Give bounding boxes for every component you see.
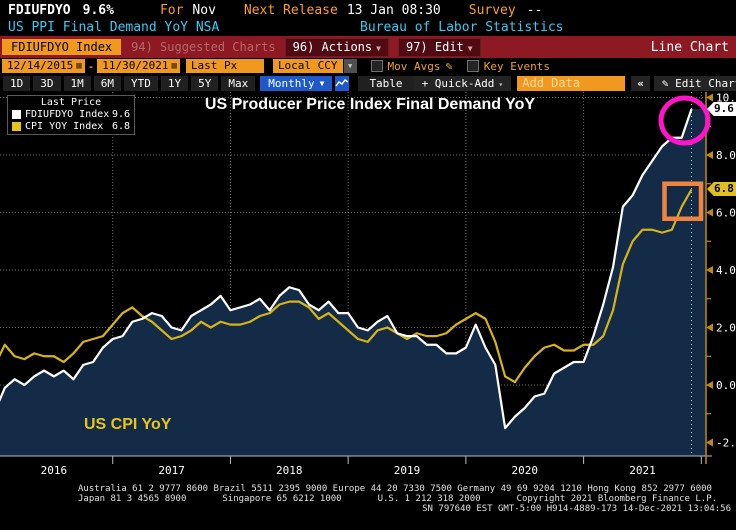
range-buttons: 1D 3D 1M 6M YTD 1Y 5Y Max bbox=[0, 75, 256, 91]
svg-text:2018: 2018 bbox=[276, 464, 303, 477]
suggested-charts-menu[interactable]: 94) Suggested Charts bbox=[131, 40, 276, 54]
price-type-select[interactable]: Last Px bbox=[185, 59, 264, 73]
svg-text:6.0: 6.0 bbox=[716, 207, 736, 220]
range-button-5Y[interactable]: 5Y bbox=[191, 75, 219, 91]
svg-text:2021: 2021 bbox=[629, 464, 656, 477]
date-to-field[interactable]: 11/30/2021 ▦ bbox=[97, 59, 180, 73]
footer-phones-line2: Japan 81 3 4565 8900 Singapore 65 6212 1… bbox=[78, 494, 718, 504]
mov-avgs-checkbox[interactable] bbox=[370, 60, 383, 72]
table-button[interactable]: Table bbox=[358, 75, 414, 91]
legend-value: 6.8 bbox=[111, 121, 130, 132]
range-button-1Y[interactable]: 1Y bbox=[160, 75, 189, 91]
chart-settings-bar: 12/14/2015 ▦ - 11/30/2021 ▦ Last Px Local … bbox=[0, 58, 736, 74]
svg-text:8.0: 8.0 bbox=[716, 149, 736, 162]
security-header: FDIUFDYO 9.6% For Nov Next Release 13 Ja… bbox=[8, 2, 542, 19]
for-value: Nov bbox=[192, 3, 216, 18]
legend-swatch bbox=[12, 110, 21, 119]
legend-item[interactable]: CPI YOY Index 6.8 bbox=[12, 121, 130, 132]
for-label: For bbox=[159, 3, 184, 18]
key-events-label: Key Events bbox=[483, 59, 550, 73]
quick-add-button[interactable]: + Quick-Add ▾ bbox=[413, 75, 512, 91]
currency-dropdown-button[interactable]: ▼ bbox=[343, 59, 357, 73]
mov-avgs-label: Mov Avgs bbox=[387, 59, 441, 73]
chart-plot[interactable]: 2016 2017 2018 2019 2020 2021 10.0 8.0 6.0 4.0 2.0… bbox=[0, 92, 736, 482]
line-chart-type-button[interactable] bbox=[335, 75, 350, 91]
frequency-select[interactable]: Monthly ▼ bbox=[260, 75, 333, 91]
legend-value: 9.6 bbox=[111, 109, 130, 120]
footer-phones-line1: Australia 61 2 9777 8600 Brazil 5511 239… bbox=[78, 484, 712, 494]
footer-session-info: SN 797640 EST GMT-5:00 H914-4889-173 14-… bbox=[422, 504, 731, 514]
svg-text:4.0: 4.0 bbox=[716, 264, 736, 277]
add-data-input[interactable] bbox=[517, 75, 626, 91]
date-from-field[interactable]: 12/14/2015 ▦ bbox=[2, 59, 85, 73]
range-button-6M[interactable]: 6M bbox=[93, 75, 121, 91]
edit-chart-button[interactable]: ✎ Edit Chart bbox=[653, 75, 736, 91]
chart-legend[interactable]: Last Price FDIUFDYO Index 9.6 CPI YOY Inde… bbox=[7, 95, 135, 135]
legend-label: FDIUFDYO Index bbox=[25, 109, 110, 120]
svg-text:2020: 2020 bbox=[511, 464, 538, 477]
survey-value: -- bbox=[526, 3, 543, 18]
legend-label: CPI YOY Index bbox=[25, 121, 104, 132]
calendar-icon: ▦ bbox=[76, 61, 82, 71]
next-release-value: 13 Jan 08:30 bbox=[346, 3, 441, 18]
svg-text:10.0: 10.0 bbox=[716, 92, 736, 105]
svg-text:-2.0: -2.0 bbox=[716, 437, 736, 450]
range-button-3D[interactable]: 3D bbox=[33, 75, 61, 91]
chevron-down-icon: ▼ bbox=[467, 43, 473, 53]
legend-item[interactable]: FDIUFDYO Index 9.6 bbox=[12, 109, 130, 120]
range-button-1D[interactable]: 1D bbox=[3, 75, 31, 91]
date-range-separator: - bbox=[87, 59, 95, 73]
security-name: US PPI Final Demand YoY NSA bbox=[8, 20, 220, 35]
chevron-down-icon: ▾ bbox=[498, 79, 504, 89]
cpi-annotation-label: US CPI YoY bbox=[84, 416, 172, 433]
ppi-last-price-badge: 9.6 bbox=[707, 102, 736, 116]
actions-menu[interactable]: 96) Actions ▼ bbox=[284, 37, 389, 57]
security-field[interactable]: FDIUFDYO Index bbox=[2, 39, 122, 55]
svg-text:2.0: 2.0 bbox=[716, 322, 736, 335]
chevron-down-icon: ▼ bbox=[319, 78, 325, 88]
legend-swatch bbox=[12, 122, 21, 131]
collapse-chevrons-icon[interactable]: « bbox=[631, 75, 650, 91]
chart-area: 2016 2017 2018 2019 2020 2021 10.0 8.0 6.0 4.0 2.0… bbox=[0, 92, 736, 482]
chevron-down-icon: ▼ bbox=[376, 43, 381, 53]
chart-title: US Producer Price Index Final Demand YoY bbox=[204, 96, 536, 113]
svg-text:0.0: 0.0 bbox=[716, 379, 736, 392]
last-value: 9.6% bbox=[82, 3, 114, 18]
terminal-footer: Australia 61 2 9777 8600 Brazil 5511 239… bbox=[0, 484, 736, 514]
line-chart-icon bbox=[335, 79, 349, 87]
chart-toolbar: 1D 3D 1M 6M YTD 1Y 5Y Max Monthly ▼ Table + Quic… bbox=[0, 74, 736, 92]
range-button-1M[interactable]: 1M bbox=[63, 75, 91, 91]
cpi-last-price-badge: 6.8 bbox=[707, 182, 736, 196]
svg-text:2016: 2016 bbox=[41, 464, 68, 477]
key-events-checkbox[interactable] bbox=[466, 60, 479, 72]
security-subheader: US PPI Final Demand YoY NSA Bureau of La… bbox=[8, 20, 564, 36]
pencil-icon: ✎ bbox=[661, 76, 676, 90]
next-release-label: Next Release bbox=[243, 3, 338, 18]
range-button-YTD[interactable]: YTD bbox=[124, 75, 158, 91]
edit-menu[interactable]: 97) Edit ▼ bbox=[397, 37, 481, 57]
data-source: Bureau of Labor Statistics bbox=[360, 20, 564, 35]
view-mode-label: Line Chart bbox=[650, 39, 729, 55]
svg-text:2019: 2019 bbox=[394, 464, 421, 477]
menubar: FDIUFDYO Index 94) Suggested Charts 96) … bbox=[0, 36, 736, 58]
calendar-icon: ▦ bbox=[171, 61, 177, 71]
ticker: FDIUFDYO bbox=[8, 3, 71, 18]
currency-select[interactable]: Local CCY bbox=[272, 59, 343, 73]
svg-text:2017: 2017 bbox=[158, 464, 185, 477]
survey-label: Survey bbox=[468, 3, 516, 18]
legend-title: Last Price bbox=[40, 97, 102, 108]
pencil-icon[interactable]: ✎ bbox=[445, 59, 453, 73]
range-button-Max[interactable]: Max bbox=[221, 75, 256, 91]
